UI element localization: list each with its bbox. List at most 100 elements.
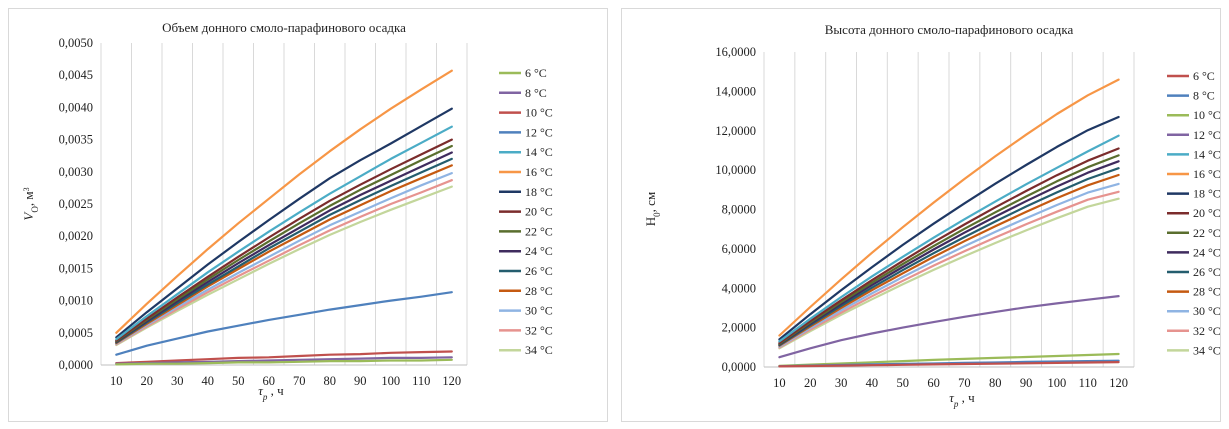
legend-label: 8 °C bbox=[1193, 89, 1215, 103]
series-line-16c bbox=[778, 78, 1120, 337]
legend-label: 28 °C bbox=[1193, 285, 1220, 299]
x-tick-label: 120 bbox=[442, 374, 461, 388]
height-chart: Высота донного смоло-парафинового осадка… bbox=[643, 22, 1220, 409]
x-tick-label: 100 bbox=[381, 374, 400, 388]
legend-label: 12 °C bbox=[525, 125, 553, 139]
series-line-20c bbox=[115, 138, 453, 342]
legend-label: 14 °C bbox=[525, 145, 553, 159]
legend-label: 22 °C bbox=[1193, 226, 1220, 240]
legend-label: 10 °C bbox=[1193, 108, 1220, 122]
legend-label: 30 °C bbox=[1193, 304, 1220, 318]
height-chart-panel: Высота донного смоло-парафинового осадка… bbox=[621, 8, 1221, 422]
x-tick-label: 70 bbox=[958, 376, 971, 390]
series-line-30c bbox=[778, 182, 1120, 348]
x-tick-label: 30 bbox=[171, 374, 184, 388]
series-line-32c bbox=[115, 179, 453, 346]
legend-label: 34 °C bbox=[525, 343, 553, 357]
series-line-8c bbox=[115, 356, 453, 365]
x-tick-label: 80 bbox=[324, 374, 337, 388]
series-line-26c bbox=[115, 157, 453, 344]
legend-label: 20 °C bbox=[525, 205, 553, 219]
volume-chart-panel: Объем донного смоло-парафинового осадка 0… bbox=[8, 8, 608, 422]
legend-label: 10 °C bbox=[525, 106, 553, 120]
legend-label: 26 °C bbox=[1193, 265, 1220, 279]
series-line-30c bbox=[115, 172, 453, 345]
series-line-6c bbox=[778, 361, 1120, 368]
series-line-28c bbox=[115, 164, 453, 345]
legend-label: 32 °C bbox=[1193, 324, 1220, 338]
y-tick-label: 0,0015 bbox=[59, 261, 93, 275]
y-tick-label: 8,0000 bbox=[722, 203, 756, 217]
y-tick-label: 2,0000 bbox=[722, 321, 756, 335]
x-axis-title: τp , ч bbox=[949, 390, 975, 409]
series-line-14c bbox=[115, 125, 453, 341]
x-tick-label: 90 bbox=[354, 374, 367, 388]
y-tick-label: 14,0000 bbox=[715, 84, 756, 98]
series-line-18c bbox=[778, 115, 1120, 341]
y-tick-label: 0,0010 bbox=[59, 294, 93, 308]
y-tick-label: 0,0000 bbox=[59, 358, 93, 372]
legend-label: 6 °C bbox=[525, 66, 547, 80]
x-tick-label: 50 bbox=[232, 374, 245, 388]
series-line-22c bbox=[115, 144, 453, 343]
y-tick-label: 12,0000 bbox=[715, 124, 756, 138]
legend-label: 18 °C bbox=[525, 185, 553, 199]
series-line-12c bbox=[115, 291, 453, 356]
x-tick-label: 110 bbox=[1079, 376, 1097, 390]
series-line-24c bbox=[778, 160, 1120, 346]
series-line-16c bbox=[115, 69, 453, 334]
x-tick-label: 10 bbox=[773, 376, 786, 390]
x-tick-label: 110 bbox=[412, 374, 430, 388]
y-tick-label: 16,0000 bbox=[715, 45, 756, 59]
x-tick-label: 100 bbox=[1048, 376, 1067, 390]
legend-label: 16 °C bbox=[1193, 167, 1220, 181]
series-line-32c bbox=[778, 190, 1120, 349]
y-tick-label: 0,0005 bbox=[59, 326, 93, 340]
y-tick-label: 6,0000 bbox=[722, 242, 756, 256]
series-line-34c bbox=[115, 185, 453, 347]
x-axis-title: τp , ч bbox=[258, 383, 284, 402]
y-tick-label: 0,0045 bbox=[59, 68, 93, 82]
series-line-18c bbox=[115, 107, 453, 339]
x-tick-label: 20 bbox=[804, 376, 817, 390]
x-tick-label: 40 bbox=[866, 376, 879, 390]
y-tick-label: 0,0025 bbox=[59, 197, 93, 211]
legend-label: 24 °C bbox=[525, 244, 553, 258]
y-tick-label: 0,0030 bbox=[59, 165, 93, 179]
x-tick-label: 120 bbox=[1109, 376, 1128, 390]
legend-label: 6 °C bbox=[1193, 69, 1215, 83]
legend-label: 34 °C bbox=[1193, 343, 1220, 357]
legend-label: 18 °C bbox=[1193, 187, 1220, 201]
y-tick-label: 0,0040 bbox=[59, 100, 93, 114]
y-tick-label: 0,0000 bbox=[722, 360, 756, 374]
series-line-10c bbox=[778, 352, 1120, 367]
legend-label: 12 °C bbox=[1193, 128, 1220, 142]
legend-label: 26 °C bbox=[525, 264, 553, 278]
volume-chart: Объем донного смоло-парафинового осадка 0… bbox=[21, 20, 553, 402]
chart-title: Объем донного смоло-парафинового осадка bbox=[162, 20, 406, 35]
series-line-22c bbox=[778, 154, 1120, 345]
legend-label: 14 °C bbox=[1193, 147, 1220, 161]
x-tick-label: 90 bbox=[1020, 376, 1033, 390]
legend-label: 22 °C bbox=[525, 224, 553, 238]
y-tick-label: 0,0020 bbox=[59, 229, 93, 243]
series-line-12c bbox=[778, 295, 1120, 359]
y-tick-label: 4,0000 bbox=[722, 281, 756, 295]
x-tick-label: 50 bbox=[897, 376, 910, 390]
legend-label: 16 °C bbox=[525, 165, 553, 179]
y-tick-label: 0,0035 bbox=[59, 133, 93, 147]
legend-label: 20 °C bbox=[1193, 206, 1220, 220]
y-tick-label: 0,0050 bbox=[59, 36, 93, 50]
x-tick-label: 60 bbox=[263, 374, 276, 388]
x-tick-label: 60 bbox=[927, 376, 940, 390]
legend-label: 8 °C bbox=[525, 86, 547, 100]
x-tick-label: 70 bbox=[293, 374, 306, 388]
legend-label: 32 °C bbox=[525, 323, 553, 337]
y-axis-title: VO, м3 bbox=[21, 187, 40, 220]
series-line-10c bbox=[115, 350, 453, 365]
series-line-24c bbox=[115, 151, 453, 343]
legend-label: 30 °C bbox=[525, 304, 553, 318]
y-axis-title: H0, см bbox=[643, 192, 662, 226]
x-tick-label: 80 bbox=[989, 376, 1002, 390]
x-tick-label: 10 bbox=[110, 374, 123, 388]
